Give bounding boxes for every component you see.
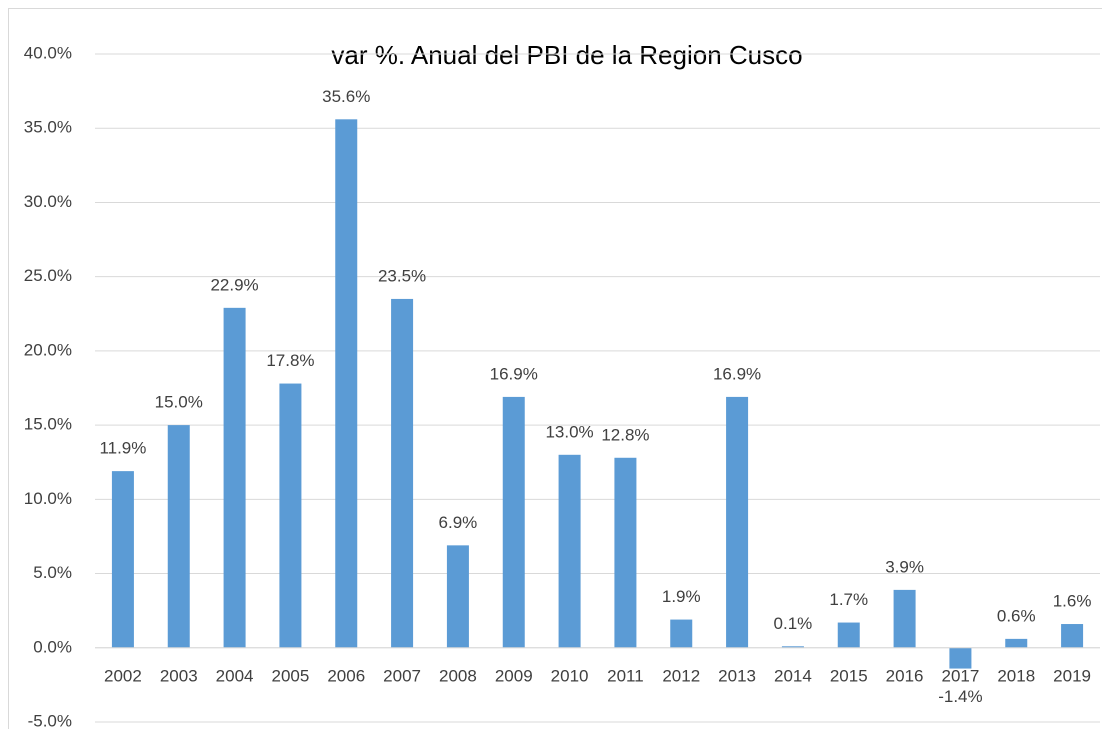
y-tick-label: 15.0% [24, 415, 72, 434]
data-label: 12.8% [601, 425, 649, 444]
y-tick-label: 35.0% [24, 118, 72, 137]
x-tick-label: 2013 [718, 666, 756, 685]
data-label: 23.5% [378, 266, 426, 285]
bar [558, 454, 581, 648]
data-label: 15.0% [155, 393, 203, 412]
bar [1061, 624, 1084, 648]
bar [502, 396, 525, 648]
bar [391, 298, 414, 648]
x-tick-label: 2018 [997, 666, 1035, 685]
data-label: 11.9% [99, 439, 146, 458]
bar [726, 396, 749, 648]
bar [670, 619, 693, 648]
data-label: 1.9% [662, 587, 701, 606]
bar [279, 383, 302, 648]
data-label: 35.6% [322, 87, 370, 106]
data-label: 16.9% [713, 364, 761, 383]
bar [1005, 638, 1028, 648]
data-label: 13.0% [545, 422, 593, 441]
x-tick-label: 2006 [327, 666, 365, 685]
x-tick-label: 2009 [495, 666, 533, 685]
x-tick-label: 2008 [439, 666, 477, 685]
bar [446, 545, 469, 648]
x-tick-label: 2017 [942, 666, 980, 685]
y-tick-label: 10.0% [24, 489, 72, 508]
y-tick-label: 40.0% [24, 43, 72, 62]
bar [837, 622, 860, 648]
chart-title: var %. Anual del PBI de la Region Cusco [331, 40, 802, 70]
x-tick-label: 2003 [160, 666, 198, 685]
y-tick-label: 20.0% [24, 340, 72, 359]
data-label: 1.6% [1053, 592, 1092, 611]
x-tick-label: 2004 [216, 666, 254, 685]
x-tick-label: 2019 [1053, 666, 1091, 685]
data-label: 17.8% [266, 351, 314, 370]
y-tick-label: 5.0% [33, 563, 72, 582]
y-tick-label: -5.0% [28, 711, 72, 729]
y-tick-label: 25.0% [24, 266, 72, 285]
data-label: 1.7% [829, 590, 868, 609]
x-tick-label: 2015 [830, 666, 868, 685]
bar [893, 589, 916, 648]
data-label: -1.4% [938, 687, 982, 706]
x-tick-label: 2011 [607, 666, 644, 685]
chart-border [8, 8, 1102, 729]
x-tick-label: 2014 [774, 666, 812, 685]
x-tick-label: 2016 [886, 666, 924, 685]
data-label: 0.6% [997, 606, 1036, 625]
y-tick-label: 30.0% [24, 192, 72, 211]
data-label: 0.1% [774, 614, 813, 633]
x-tick-label: 2010 [551, 666, 589, 685]
bar [949, 647, 972, 669]
x-tick-label: 2007 [383, 666, 421, 685]
bar [335, 119, 358, 648]
x-tick-label: 2005 [272, 666, 310, 685]
y-tick-label: 0.0% [33, 637, 72, 656]
bar [781, 646, 804, 648]
bar [614, 457, 637, 648]
bar [223, 307, 246, 648]
data-label: 22.9% [210, 275, 258, 294]
data-label: 3.9% [885, 557, 924, 576]
x-tick-label: 2012 [662, 666, 700, 685]
data-label: 16.9% [490, 364, 538, 383]
data-label: 6.9% [439, 513, 478, 532]
bar [111, 471, 134, 648]
bar [167, 425, 190, 648]
x-tick-label: 2002 [104, 666, 142, 685]
